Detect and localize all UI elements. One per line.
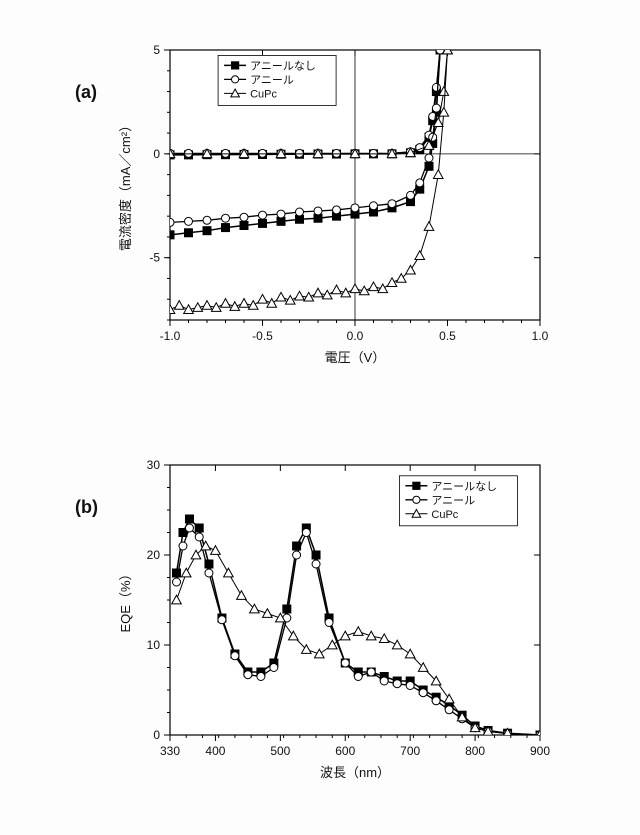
svg-text:5: 5 [153,43,160,57]
chart-b: 330 400 500 600 700 800 900 0 10 20 30 波長（nm） EQE（%）… [110,445,590,805]
svg-text:-1.0: -1.0 [160,329,181,343]
svg-text:800: 800 [465,744,485,758]
panel-b-label: (b) [75,497,98,518]
svg-text:アニール: アニール [431,495,475,507]
svg-text:330: 330 [160,744,180,758]
svg-text:600: 600 [335,744,355,758]
svg-text:30: 30 [147,458,161,472]
svg-text:400: 400 [205,744,225,758]
svg-text:0.0: 0.0 [347,329,364,343]
svg-text:0: 0 [153,147,160,161]
svg-text:CuPc: CuPc [250,88,277,100]
svg-text:900: 900 [530,744,550,758]
svg-text:アニールなし: アニールなし [431,480,497,493]
svg-text:-0.5: -0.5 [252,329,273,343]
svg-text:700: 700 [400,744,420,758]
svg-text:-5: -5 [149,251,160,265]
svg-text:500: 500 [270,744,290,758]
svg-text:0.5: 0.5 [439,329,456,343]
svg-text:20: 20 [147,548,161,562]
svg-text:電流密度（mA／cm²）: 電流密度（mA／cm²） [118,119,133,251]
panel-a-label: (a) [75,82,97,103]
svg-text:1.0: 1.0 [532,329,549,343]
chart-a: -1.0 -0.5 0.0 0.5 1.0 -5 0 5 電圧（V） 電流密度（mA／cm²） アニ… [110,30,590,390]
svg-text:EQE（%）: EQE（%） [118,567,133,632]
page-container: (a) (b) -1.0 -0.5 0.0 0.5 1.0 -5 0 5 電圧（V） 電流密度（m… [0,0,640,835]
svg-text:波長（nm）: 波長（nm） [320,765,390,780]
svg-text:アニールなし: アニールなし [250,59,316,72]
svg-text:電圧（V）: 電圧（V） [325,350,386,365]
svg-text:10: 10 [147,638,161,652]
svg-text:アニール: アニール [250,74,294,86]
svg-text:CuPc: CuPc [431,509,458,521]
svg-text:0: 0 [153,728,160,742]
